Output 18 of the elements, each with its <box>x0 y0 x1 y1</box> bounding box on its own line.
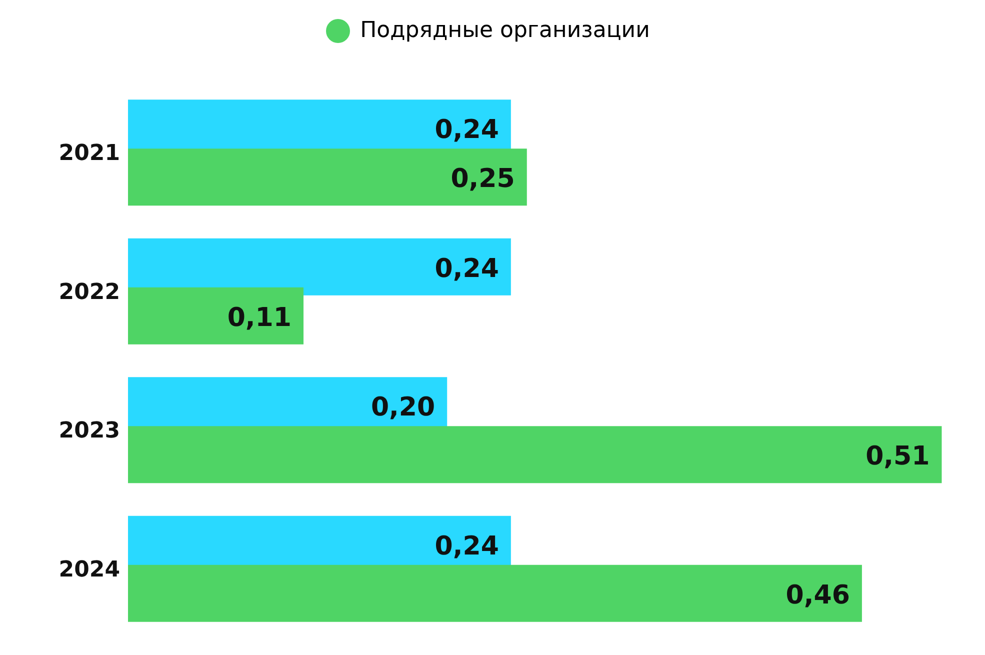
data-label: 0,24 <box>434 254 499 284</box>
y-tick-label: 2021 <box>58 141 120 166</box>
data-label: 0,46 <box>786 580 850 610</box>
data-label: 0,11 <box>227 302 292 333</box>
data-label: 0,51 <box>866 442 930 472</box>
bar <box>128 287 304 344</box>
y-tick-label: 2023 <box>58 418 120 444</box>
data-label: 0,24 <box>434 115 499 146</box>
bar <box>128 148 527 206</box>
data-label: 0,20 <box>370 392 436 423</box>
y-tick-label: 2022 <box>58 280 120 305</box>
y-tick-label: 2024 <box>58 557 120 582</box>
bar <box>128 564 862 622</box>
bar <box>128 426 942 484</box>
bar <box>128 238 511 296</box>
legend-label: Подрядные организации <box>360 18 650 43</box>
data-label: 0,24 <box>434 531 499 562</box>
data-label: 0,25 <box>450 164 515 194</box>
